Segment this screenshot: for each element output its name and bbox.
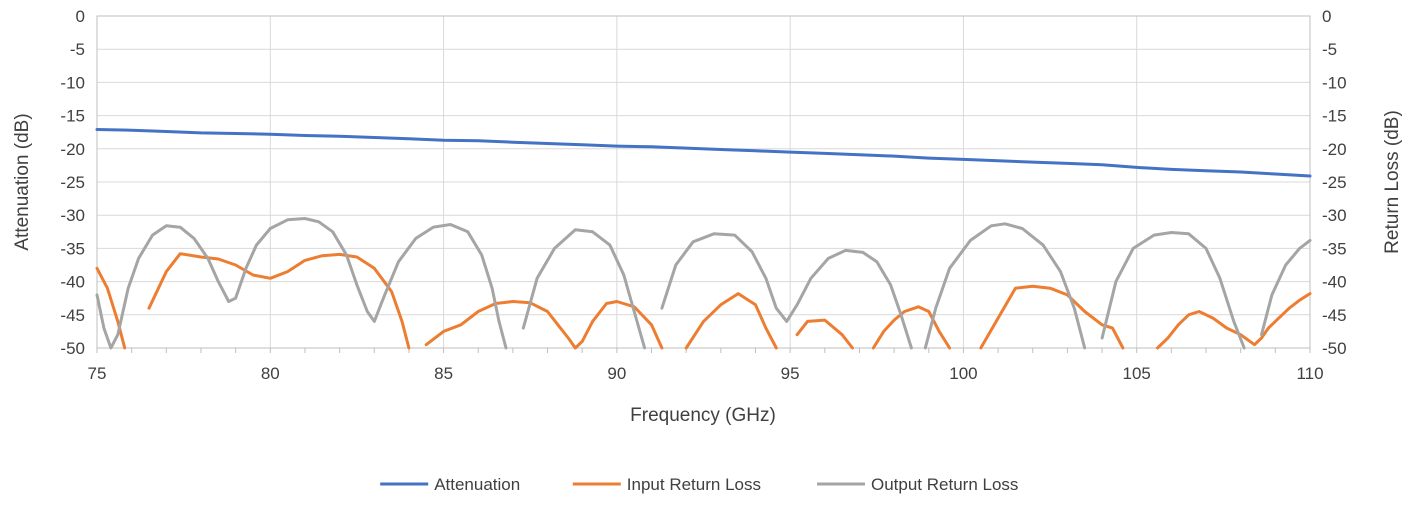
y2-tick-label: -15: [1322, 107, 1347, 126]
y-tick-label: -35: [60, 239, 85, 258]
y-tick-label: 0: [76, 7, 85, 26]
right-y-axis-title: Return Loss (dB): [1382, 110, 1403, 254]
left-y-axis-title: Attenuation (dB): [12, 113, 33, 250]
y2-tick-label: -50: [1322, 339, 1347, 358]
x-tick-label: 90: [607, 364, 626, 383]
series-line-output-return-loss: [95, 217, 1312, 350]
x-tick-label: 85: [434, 364, 453, 383]
y2-tick-label: -10: [1322, 73, 1347, 92]
series-line-attenuation: [95, 128, 1312, 178]
y2-tick-label: -35: [1322, 239, 1347, 258]
y-tick-label: -25: [60, 173, 85, 192]
x-tick-label: 110: [1296, 364, 1323, 383]
x-tick-label: 105: [1123, 364, 1151, 383]
y2-tick-label: -20: [1322, 140, 1347, 159]
x-axis: 75 80 85 90 95 100 105 110: [88, 348, 1324, 383]
y-tick-label: -10: [60, 73, 85, 92]
legend-label-output-return-loss: Output Return Loss: [871, 475, 1018, 494]
series-layer: [95, 128, 1312, 350]
x-tick-label: 75: [88, 364, 107, 383]
legend: Attenuation Input Return Loss Output Retur…: [380, 475, 1018, 494]
y2-tick-label: -45: [1322, 306, 1347, 325]
left-y-axis: 0 -5 -10 -15 -20 -25 -30 -35 -40 -45 -50: [60, 7, 85, 358]
y2-tick-label: 0: [1322, 7, 1331, 26]
x-tick-label: 80: [261, 364, 280, 383]
y-tick-label: -30: [60, 206, 85, 225]
legend-label-attenuation: Attenuation: [434, 475, 520, 494]
x-axis-title: Frequency (GHz): [630, 405, 776, 426]
y-tick-label: -20: [60, 140, 85, 159]
series-line-input-return-loss: [95, 252, 1312, 350]
legend-label-input-return-loss: Input Return Loss: [627, 475, 761, 494]
y-tick-label: -40: [60, 273, 85, 292]
right-y-axis: 0 -5 -10 -15 -20 -25 -30 -35 -40 -45 -50: [1322, 7, 1347, 358]
y2-tick-label: -30: [1322, 206, 1347, 225]
y-tick-label: -15: [60, 107, 85, 126]
y2-tick-label: -25: [1322, 173, 1347, 192]
grid-lines: [96, 15, 1311, 349]
y2-tick-label: -5: [1322, 40, 1337, 59]
y-tick-label: -5: [70, 40, 85, 59]
y-tick-label: -50: [60, 339, 85, 358]
plot-frame: [96, 15, 1311, 349]
x-tick-label: 100: [949, 364, 977, 383]
y2-tick-label: -40: [1322, 273, 1347, 292]
x-tick-label: 95: [781, 364, 800, 383]
y-tick-label: -45: [60, 306, 85, 325]
